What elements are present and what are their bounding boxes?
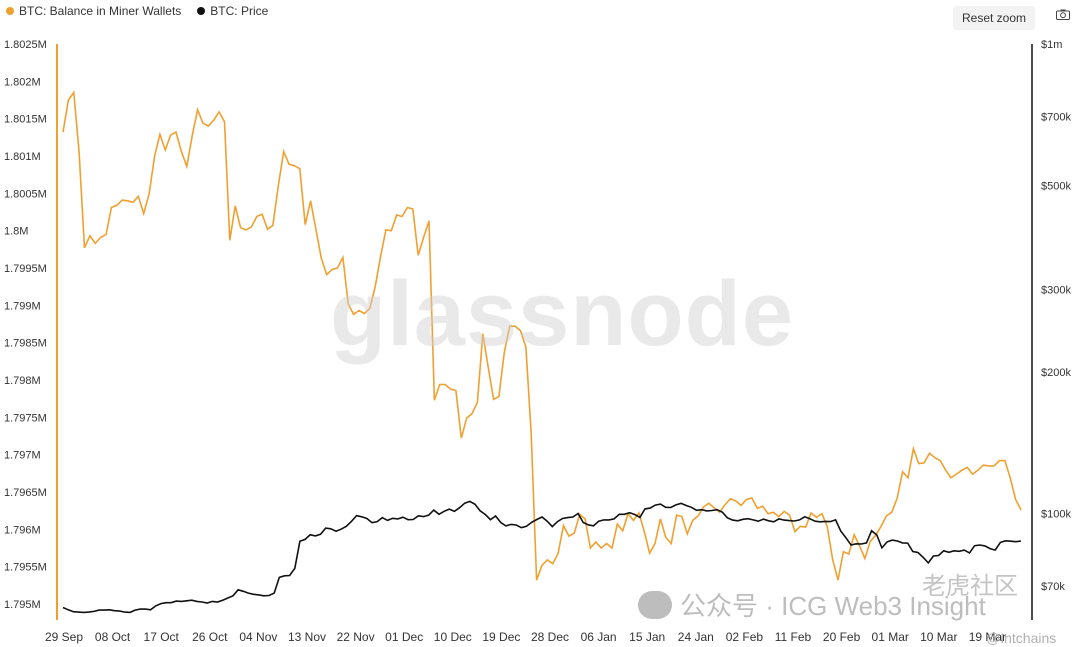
left-tick-label: 1.796M <box>4 524 41 536</box>
x-tick-label: 02 Feb <box>726 630 764 644</box>
left-tick-label: 1.8015M <box>4 114 47 126</box>
x-tick-label: 06 Jan <box>581 630 617 644</box>
right-tick-label: $100k <box>1041 508 1071 520</box>
x-tick-label: 24 Jan <box>678 630 714 644</box>
legend-item-balance[interactable]: BTC: Balance in Miner Wallets <box>6 4 181 18</box>
camera-icon[interactable] <box>1056 9 1070 20</box>
x-tick-label: 01 Dec <box>385 630 423 644</box>
left-tick-label: 1.801M <box>4 151 41 163</box>
legend: BTC: Balance in Miner Wallets BTC: Price <box>6 4 268 18</box>
x-tick-label: 19 Dec <box>482 630 520 644</box>
overlay-text: 公众号 · ICG Web3 Insight <box>680 591 986 621</box>
x-tick-label: 11 Feb <box>775 630 812 644</box>
right-tick-label: $200k <box>1041 367 1071 379</box>
right-tick-label: $700k <box>1041 112 1071 124</box>
wechat-icon <box>638 590 672 619</box>
x-tick-label: 28 Dec <box>531 630 569 644</box>
left-tick-label: 1.7955M <box>4 562 47 574</box>
left-tick-label: 1.797M <box>4 450 41 462</box>
x-tick-label: 15 Jan <box>629 630 665 644</box>
left-tick-label: 1.795M <box>4 599 41 611</box>
left-tick-label: 1.8005M <box>4 188 47 200</box>
legend-price-dot <box>197 7 206 15</box>
x-tick-label: 20 Feb <box>823 630 861 644</box>
left-tick-label: 1.8M <box>4 226 28 238</box>
right-tick-label: $300k <box>1041 284 1071 296</box>
left-tick-label: 1.799M <box>4 300 41 312</box>
x-tick-label: 10 Mar <box>920 630 957 644</box>
x-tick-label: 04 Nov <box>239 630 277 644</box>
wechat-overlay: 公众号 · ICG Web3 Insight <box>638 586 986 623</box>
x-tick-label: 01 Mar <box>872 630 909 644</box>
left-axis-ticks: 1.795M 1.7955M 1.796M 1.7965M 1.797M 1.7975M 1… <box>4 39 47 611</box>
x-tick-label: 22 Nov <box>337 630 375 644</box>
handle-text: @Intchains <box>986 630 1057 646</box>
legend-balance-label: BTC: Balance in Miner Wallets <box>19 4 182 18</box>
right-tick-label: $70k <box>1041 581 1065 593</box>
left-tick-label: 1.7975M <box>4 412 47 424</box>
left-tick-label: 1.7965M <box>4 487 47 499</box>
legend-balance-dot <box>6 7 14 15</box>
left-tick-label: 1.798M <box>4 375 41 387</box>
left-tick-label: 1.802M <box>4 76 41 88</box>
right-tick-label: $1m <box>1041 39 1062 51</box>
x-tick-label: 29 Sep <box>45 630 83 644</box>
x-tick-label: 13 Nov <box>288 630 326 644</box>
legend-item-price[interactable]: BTC: Price <box>197 4 268 18</box>
x-axis-ticks: 29 Sep 08 Oct 17 Oct 26 Oct 04 Nov 13 Nov 22 N… <box>45 630 1006 644</box>
legend-price-label: BTC: Price <box>210 4 269 18</box>
reset-zoom-button[interactable]: Reset zoom <box>953 6 1035 30</box>
x-tick-label: 08 Oct <box>95 630 131 644</box>
community-logo: 老虎社区 <box>922 573 1018 600</box>
x-tick-label: 17 Oct <box>144 630 180 644</box>
series-balance-line <box>62 90 1022 581</box>
series-price-line <box>62 500 1022 614</box>
left-tick-label: 1.7985M <box>4 338 47 350</box>
left-tick-label: 1.8025M <box>4 39 47 51</box>
x-tick-label: 19 Mar <box>969 630 1006 644</box>
right-axis-ticks: $70k $100k $200k $300k $500k $700k $1m <box>1041 39 1071 593</box>
x-tick-label: 10 Dec <box>434 630 472 644</box>
x-tick-label: 26 Oct <box>192 630 228 644</box>
left-tick-label: 1.7995M <box>4 263 47 275</box>
glassnode-watermark: glassnode <box>330 263 795 365</box>
right-tick-label: $500k <box>1041 180 1071 192</box>
